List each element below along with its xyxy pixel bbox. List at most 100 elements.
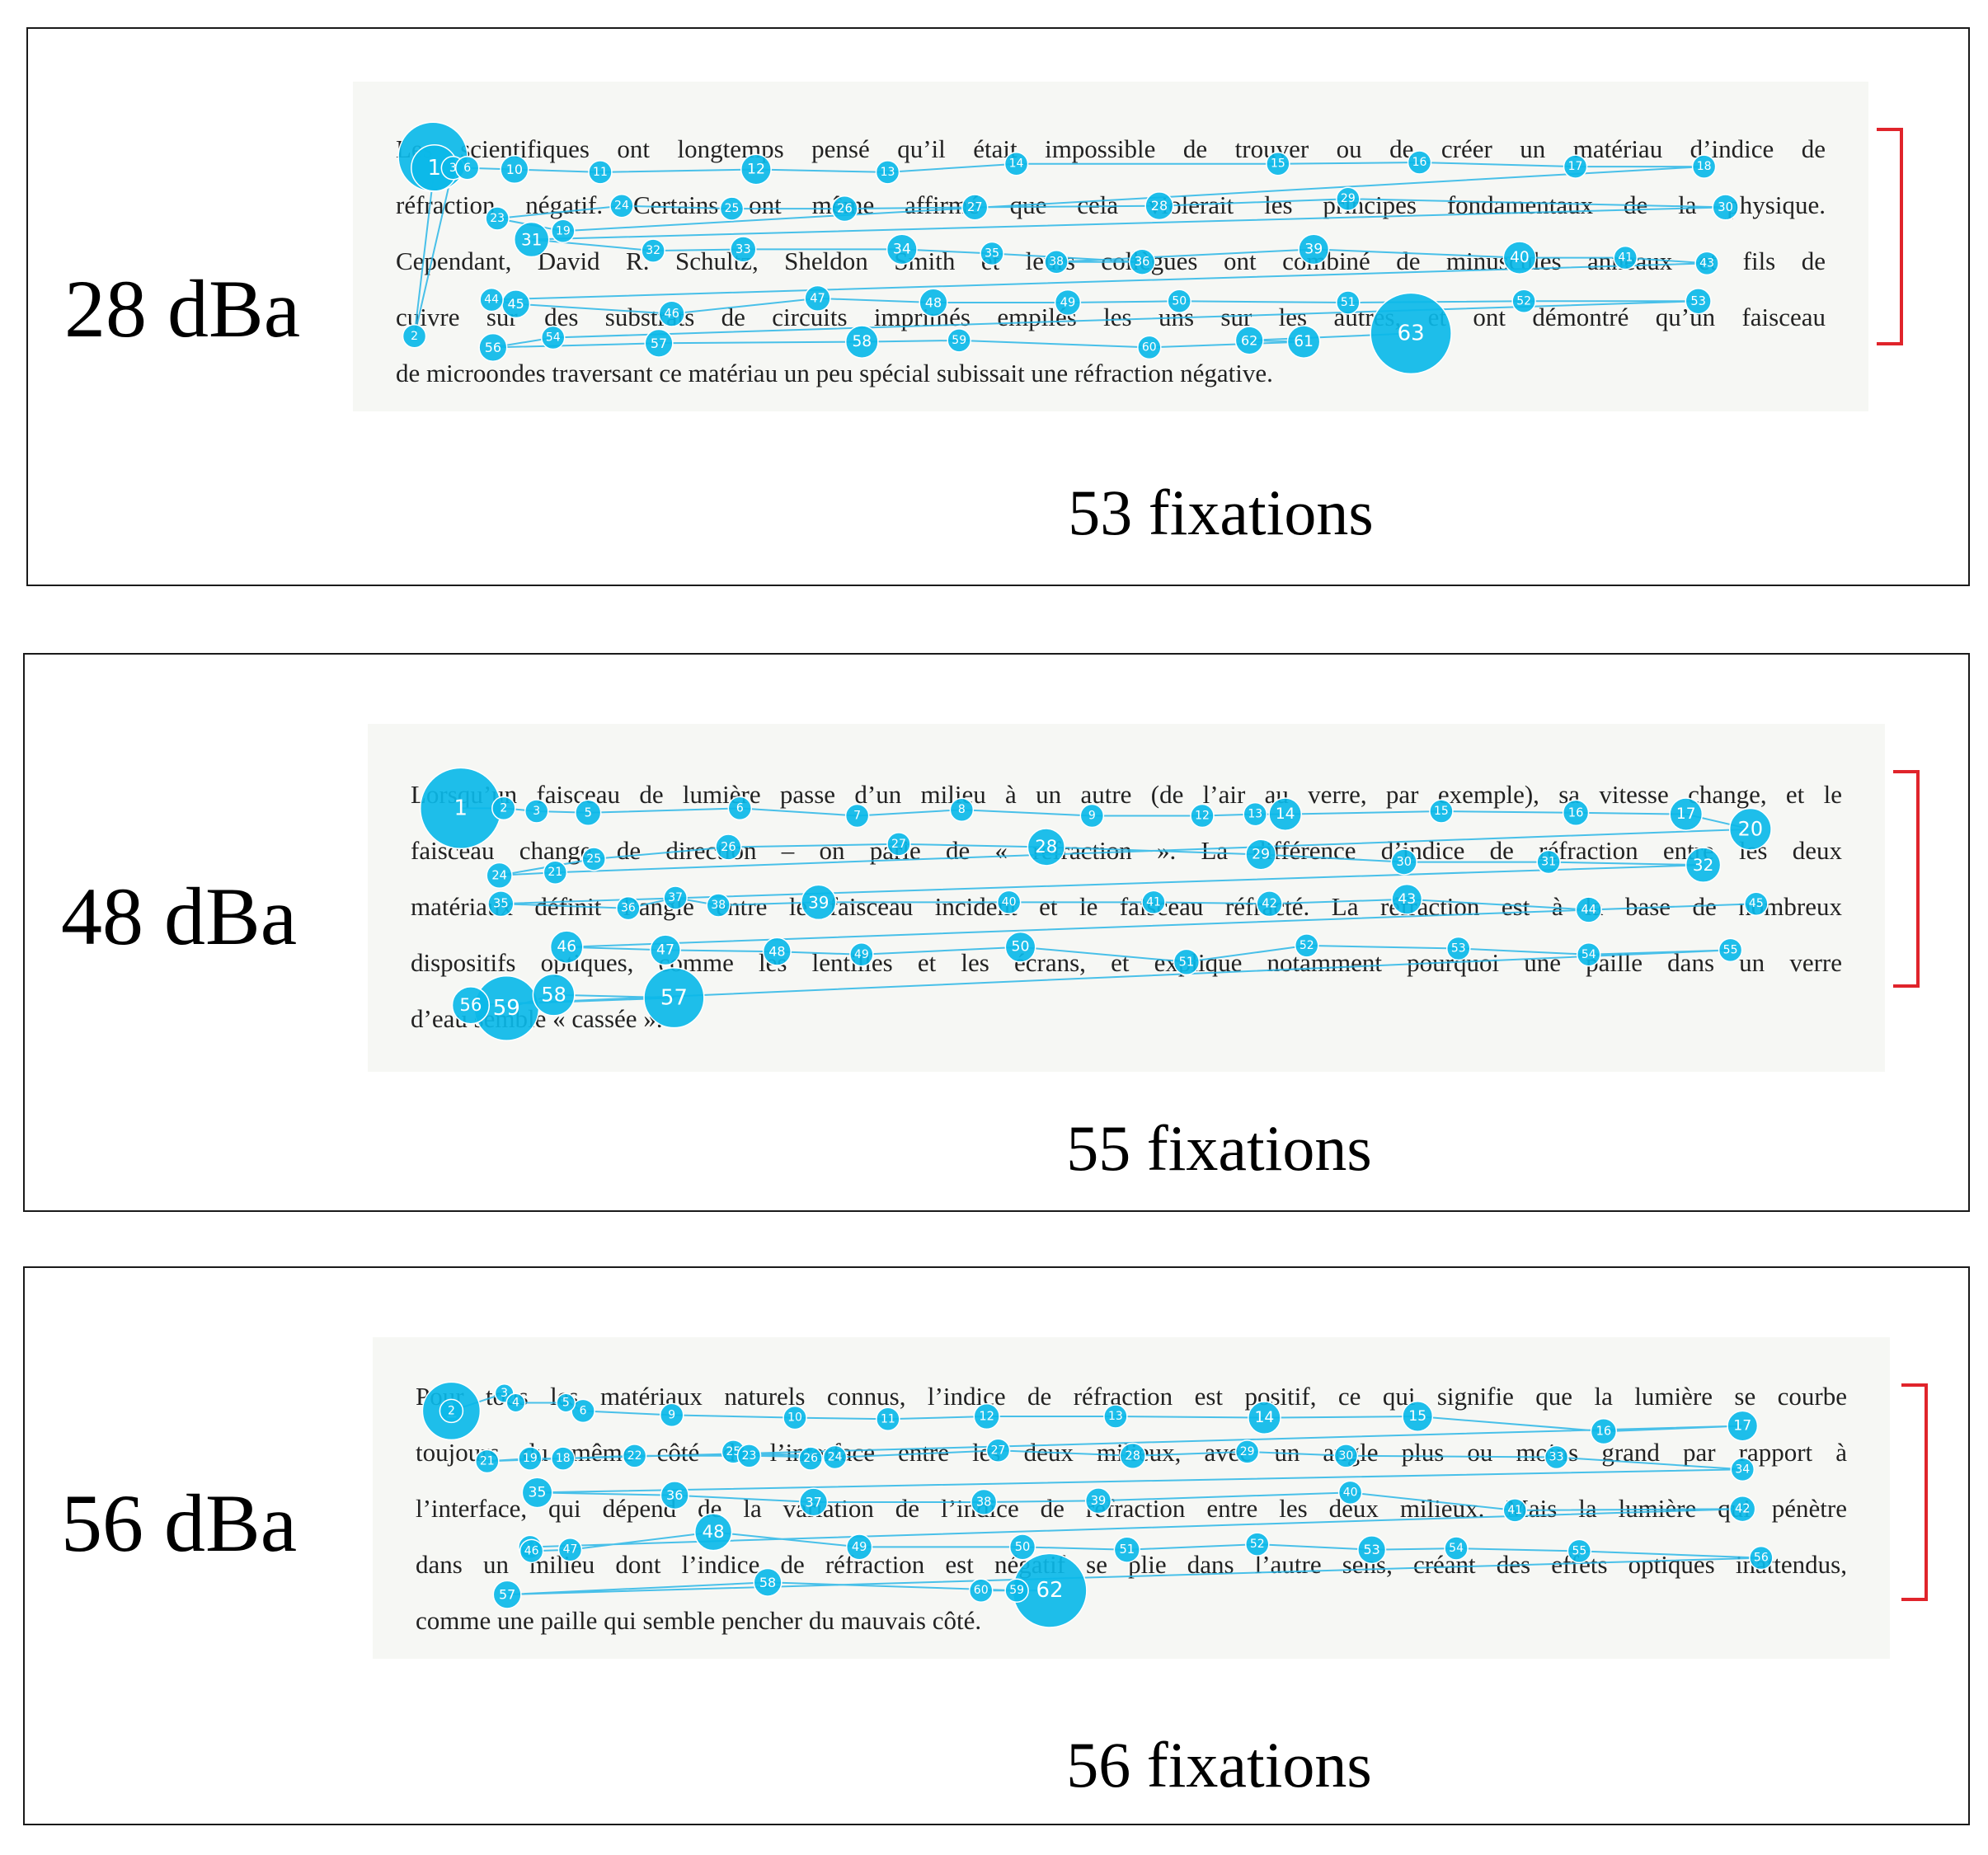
fixation-point: 50	[1008, 1533, 1036, 1561]
fixation-point: 59	[473, 974, 540, 1041]
fixation-label: 31	[521, 230, 542, 250]
fixation-point: 47	[804, 284, 831, 312]
fixation-point: 14	[1268, 797, 1303, 831]
fixation-label: 51	[1179, 955, 1195, 969]
fixation-point: 15	[1429, 799, 1454, 824]
fixation-point: 56	[451, 986, 491, 1025]
fixation-label: 62	[1241, 332, 1257, 348]
fixation-point: 33	[730, 236, 757, 263]
fixation-label: 6	[463, 162, 471, 175]
fixation-point: 55	[1567, 1538, 1592, 1564]
fixation-label: 6	[580, 1404, 587, 1417]
fixation-label: 24	[614, 200, 629, 213]
fixation-label: 39	[1304, 241, 1323, 257]
fixation-label: 35	[529, 1484, 547, 1500]
fixation-point: 32	[641, 238, 665, 263]
fixation-label: 17	[1676, 805, 1696, 823]
fixation-point: 55	[1718, 937, 1743, 963]
fixation-label: 47	[563, 1543, 578, 1557]
fixation-count: 53 fixations	[1068, 477, 1374, 548]
fixation-label: 51	[1341, 296, 1356, 309]
fixation-point: 29	[1336, 186, 1361, 211]
fixation-point: 29	[1245, 838, 1277, 871]
fixation-label: 27	[991, 1444, 1006, 1457]
fixation-point: 48	[919, 288, 948, 317]
fixation-point: 27	[961, 194, 989, 221]
fixation-label: 57	[651, 336, 667, 351]
fixation-point: 40	[996, 890, 1022, 915]
fixation-label: 58	[541, 984, 566, 1007]
fixation-label: 25	[725, 202, 740, 215]
fixation-label: 44	[484, 294, 499, 307]
fixation-point: 24	[486, 862, 513, 890]
fixation-label: 38	[976, 1495, 992, 1509]
fixation-label: 51	[1119, 1543, 1135, 1557]
fixation-label: 53	[1690, 294, 1706, 308]
stimulus-text: Les scientifiques ont longtemps pensé qu…	[353, 82, 1868, 411]
fixation-point: 35	[980, 241, 1004, 266]
fixation-label: 1	[454, 796, 468, 820]
fixation-label: 60	[974, 1584, 989, 1597]
fixation-count: 55 fixations	[1066, 1112, 1372, 1184]
fixation-label: 29	[1240, 1445, 1255, 1458]
fixation-label: 57	[660, 985, 688, 1010]
stimulus-text: Pour tous les matériaux naturels connus,…	[373, 1337, 1890, 1659]
fixation-point: 31	[513, 221, 550, 258]
fixation-label: 46	[664, 307, 679, 321]
fixation-label: 61	[1294, 333, 1314, 350]
fixation-point: 56	[1749, 1545, 1774, 1571]
fixation-label: 14	[1009, 157, 1024, 171]
fixation-label: 18	[556, 1452, 571, 1465]
fixation-label: 13	[1248, 808, 1262, 821]
fixation-label: 27	[967, 200, 983, 214]
fixation-point: 42	[1256, 890, 1283, 918]
fixation-point: 50	[1004, 931, 1036, 963]
fixation-label: 9	[1088, 809, 1096, 822]
fixation-point: 19	[551, 218, 576, 244]
fixation-label: 30	[1338, 1449, 1353, 1463]
fixation-label: 59	[1009, 1584, 1024, 1597]
fixation-label: 63	[1398, 321, 1425, 345]
fixation-point: 34	[886, 233, 918, 265]
fixation-label: 22	[627, 1449, 642, 1463]
fixation-point: 36	[1128, 248, 1156, 275]
fixation-point: 17	[1727, 1410, 1759, 1442]
fixation-label: 19	[556, 224, 571, 237]
fixation-point: 49	[849, 942, 874, 967]
fixation-point: 62	[1012, 1552, 1088, 1628]
fixation-label: 14	[1255, 1409, 1275, 1426]
fixation-point: 46	[519, 1538, 544, 1564]
fixation-point: 23	[485, 206, 510, 231]
fixation-point: 30	[1390, 848, 1417, 876]
fixation-label: 43	[1398, 891, 1416, 908]
text-line: comme une paille qui semble pencher du m…	[416, 1606, 982, 1635]
fixation-label: 40	[1343, 1486, 1358, 1499]
fixation-point: 28	[1119, 1442, 1146, 1470]
fixation-label: 28	[1125, 1449, 1140, 1463]
fixation-label: 50	[1172, 294, 1187, 308]
fixation-point: 21	[475, 1449, 500, 1474]
fixation-label: 3	[533, 805, 540, 818]
fixation-label: 36	[666, 1487, 683, 1503]
fixation-label: 36	[1135, 255, 1150, 269]
fixation-label: 12	[747, 162, 765, 178]
fixation-label: 16	[1596, 1425, 1612, 1439]
fixation-point: 35	[487, 890, 515, 918]
fixation-label: 56	[459, 995, 482, 1016]
fixation-point: 16	[1407, 150, 1432, 175]
fixation-label: 45	[1749, 897, 1764, 910]
fixation-point: 46	[549, 930, 584, 965]
fixation-point: 10	[500, 154, 529, 185]
fixation-label: 15	[1434, 805, 1449, 818]
fixation-label: 16	[1412, 156, 1427, 169]
fixation-label: 11	[881, 1412, 895, 1425]
fixation-point: 1	[411, 144, 458, 192]
text-line: de microondes traversant ce matériau un …	[396, 359, 1273, 387]
fixation-point: 36	[660, 1481, 689, 1510]
fixation-label: 3	[449, 162, 457, 175]
fixation-label: 56	[1754, 1552, 1769, 1565]
fixation-label: 1	[428, 156, 442, 181]
fixation-point: 19	[518, 1446, 543, 1471]
fixation-label: 30	[1396, 855, 1412, 869]
fixation-point: 41	[1613, 245, 1638, 270]
